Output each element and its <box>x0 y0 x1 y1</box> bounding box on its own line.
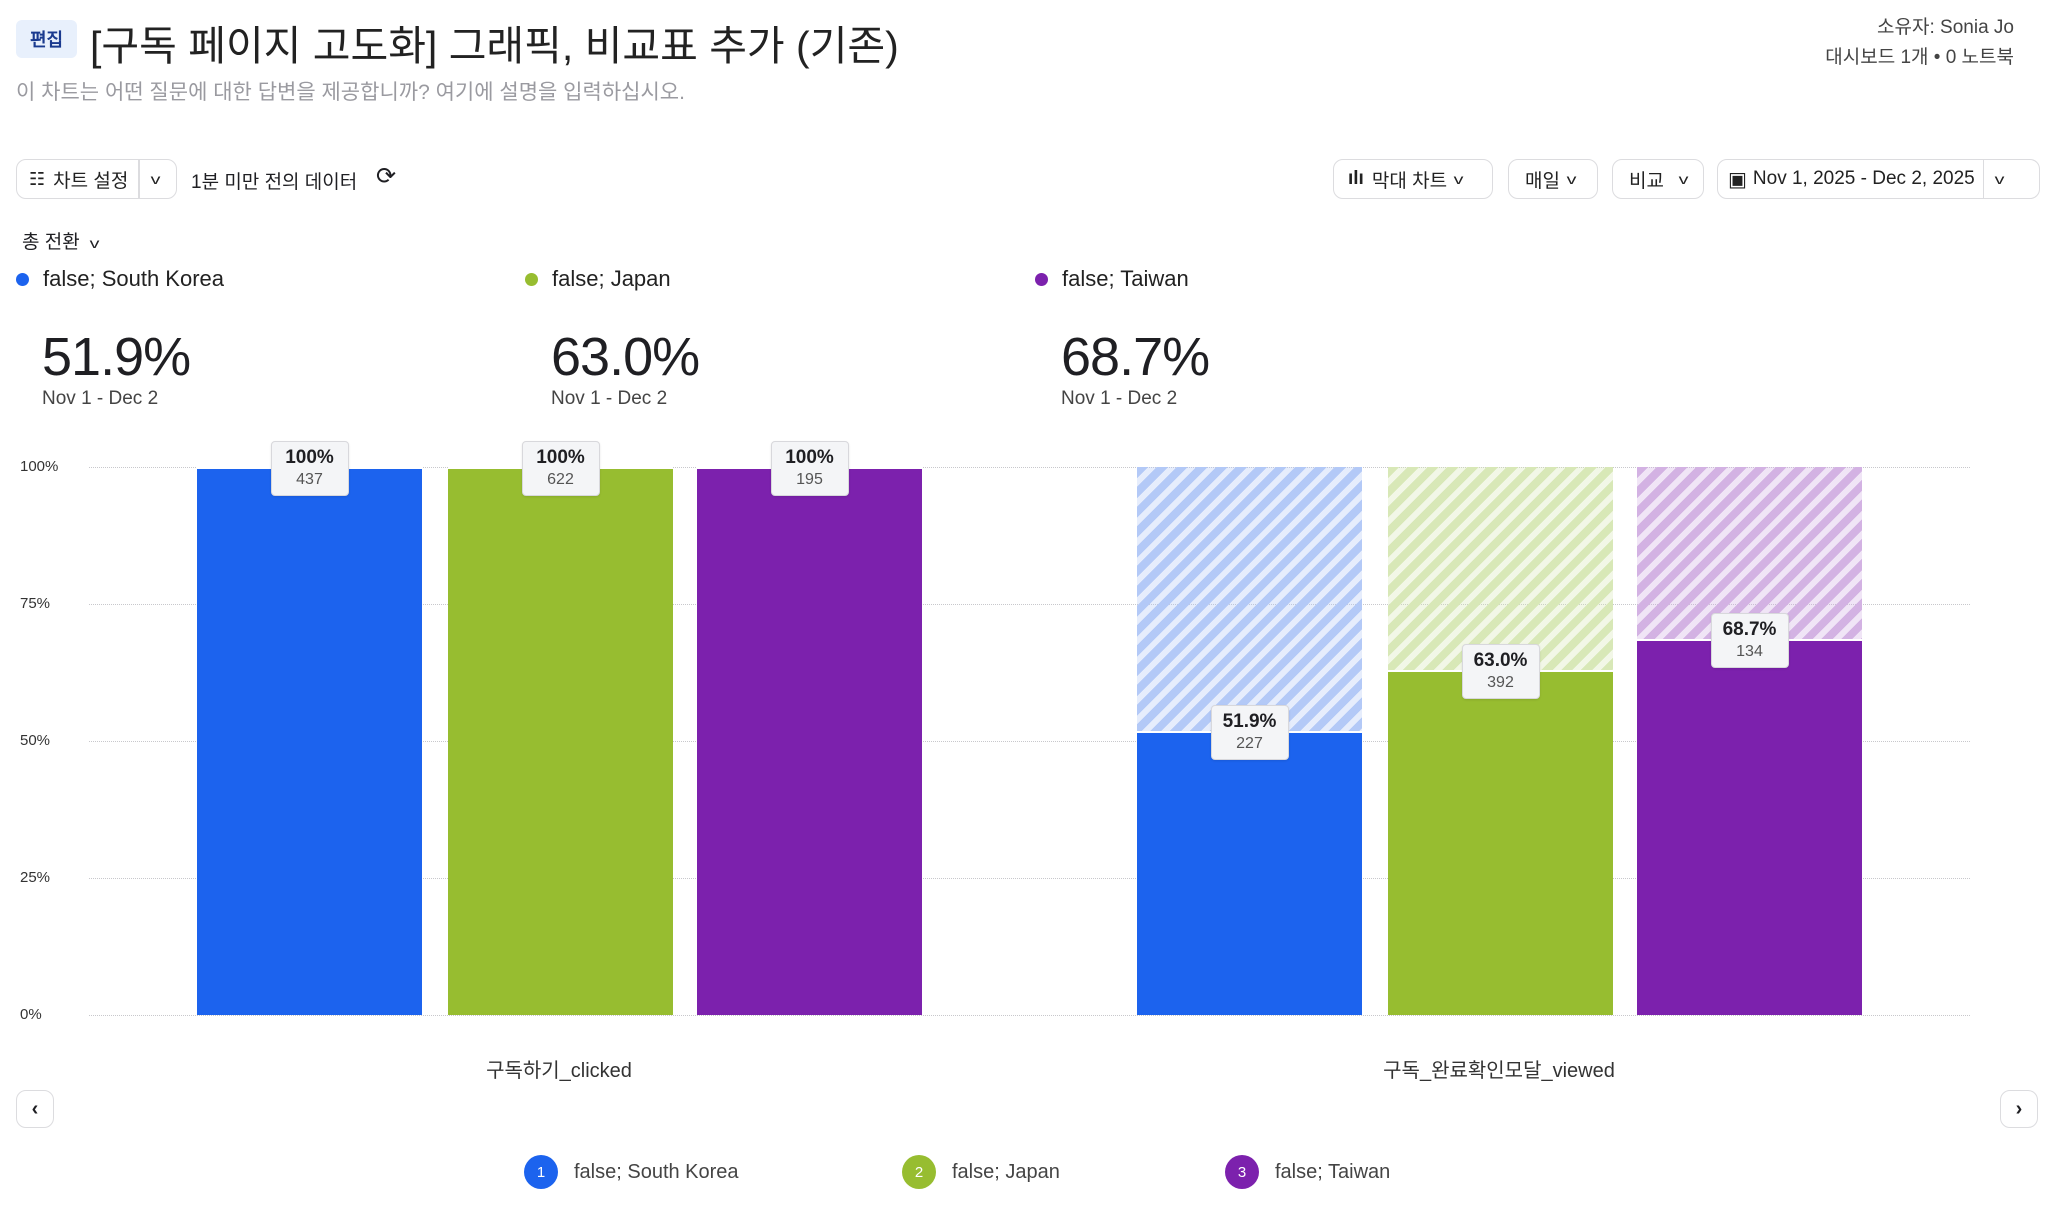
date-range-label: Nov 1, 2025 - Dec 2, 2025 <box>1752 168 1975 189</box>
bar-remainder[interactable] <box>1637 467 1862 639</box>
legend-number-icon: 2 <box>902 1155 936 1189</box>
legend-label: false; Taiwan <box>1275 1160 1391 1183</box>
data-label: 100% 437 <box>270 441 349 496</box>
prev-button[interactable]: ‹ <box>16 1090 54 1128</box>
data-label: 63.0% 392 <box>1461 643 1540 699</box>
bottom-legend-item[interactable]: 2 false; Japan <box>902 1155 1060 1189</box>
legend-label: false; South Korea <box>574 1160 739 1183</box>
bar-chart-icon: ılı <box>1348 168 1364 189</box>
legend-number-icon: 3 <box>1225 1155 1259 1189</box>
y-tick-label: 50% <box>20 732 51 749</box>
date-range-picker[interactable]: ▣ Nov 1, 2025 - Dec 2, 2025 v <box>1717 159 2040 199</box>
data-label-percent: 100% <box>536 447 585 468</box>
data-label: 100% 195 <box>770 441 849 496</box>
bar[interactable] <box>448 467 673 1015</box>
page-title[interactable]: [구독 페이지 고도화] 그래픽, 비교표 추가 (기존) <box>90 23 899 69</box>
data-label-count: 392 <box>1487 673 1514 691</box>
data-label: 100% 622 <box>521 441 600 496</box>
data-label: 51.9% 227 <box>1210 704 1289 760</box>
y-tick-label: 25% <box>20 869 51 886</box>
bar[interactable] <box>1637 638 1862 1015</box>
description-input[interactable]: 이 차트는 어떤 질문에 대한 답변을 제공합니까? 여기에 설명을 입력하십시… <box>16 81 685 104</box>
legend-number-icon: 1 <box>524 1155 558 1189</box>
data-label-percent: 100% <box>785 447 834 468</box>
data-label-count: 195 <box>796 471 823 488</box>
summary-value: 63.0% <box>551 327 700 387</box>
calendar-icon: ▣ <box>1728 168 1747 191</box>
data-label-count: 134 <box>1736 642 1763 660</box>
summary-value: 51.9% <box>42 327 191 387</box>
data-label-count: 437 <box>296 471 323 488</box>
y-tick-label: 75% <box>20 595 51 612</box>
data-label-percent: 51.9% <box>1222 710 1277 732</box>
gridline <box>89 878 1970 879</box>
chevron-down-icon: v <box>1453 171 1464 187</box>
gridline <box>89 1015 1970 1016</box>
chevron-left-icon: ‹ <box>31 1097 39 1120</box>
legend-label: false; South Korea <box>43 266 225 291</box>
chart-type-label: 막대 차트 <box>1371 170 1448 192</box>
summary-range: Nov 1 - Dec 2 <box>42 388 159 409</box>
gridline <box>89 467 1970 468</box>
legend-item[interactable]: false; Japan <box>525 266 671 292</box>
chevron-down-icon: v <box>1678 171 1689 187</box>
data-label-count: 227 <box>1236 734 1263 752</box>
summary-range: Nov 1 - Dec 2 <box>1061 388 1178 409</box>
data-label-percent: 68.7% <box>1722 618 1777 640</box>
metric-selector[interactable]: 총 전환 v <box>22 227 100 254</box>
y-tick-label: 100% <box>20 458 59 475</box>
y-tick-label: 0% <box>20 1006 42 1023</box>
data-label: 68.7% 134 <box>1710 612 1789 668</box>
metric-label: 총 전환 <box>22 232 80 253</box>
gridline <box>89 604 1970 605</box>
usage: 대시보드 1개 • 0 노트북 <box>1825 47 2014 68</box>
refresh-icon[interactable]: ⟳ <box>376 163 397 190</box>
category-label: 구독_완료확인모달_viewed <box>1383 1060 1615 1082</box>
category-label: 구독하기_clicked <box>486 1060 632 1082</box>
chevron-right-icon: › <box>2015 1097 2023 1120</box>
next-button[interactable]: › <box>2000 1090 2038 1128</box>
legend-dot-icon <box>1035 272 1048 286</box>
legend-label: false; Taiwan <box>1062 266 1189 291</box>
chevron-down-icon: v <box>1566 171 1577 187</box>
bar-remainder[interactable] <box>1388 467 1613 670</box>
bottom-legend-item[interactable]: 3 false; Taiwan <box>1225 1155 1390 1189</box>
chevron-down-icon[interactable]: v <box>1994 171 2005 187</box>
legend-label: false; Japan <box>552 266 671 291</box>
sliders-icon: ☷ <box>29 168 46 189</box>
interval-label: 매일 <box>1525 170 1560 192</box>
bar[interactable] <box>1388 669 1613 1015</box>
compare-label: 비교 <box>1629 170 1664 192</box>
summary-range: Nov 1 - Dec 2 <box>551 388 668 409</box>
bar[interactable] <box>197 467 422 1015</box>
owner-info: 소유자: Sonia Jo 대시보드 1개 • 0 노트북 <box>1825 13 2014 73</box>
data-label-count: 622 <box>547 471 574 488</box>
chevron-down-icon: v <box>89 235 100 251</box>
bar[interactable] <box>1137 730 1362 1015</box>
edit-badge[interactable]: 편집 <box>16 20 77 58</box>
summary-value: 68.7% <box>1061 327 1210 387</box>
legend-dot-icon <box>16 272 29 286</box>
bottom-legend-item[interactable]: 1 false; South Korea <box>524 1155 739 1189</box>
chart-settings-label: 차트 설정 <box>53 170 129 192</box>
chart-type-dropdown[interactable]: ılı 막대 차트 v <box>1333 159 1493 199</box>
compare-dropdown[interactable]: 비교 v <box>1612 159 1704 199</box>
data-label-percent: 100% <box>285 447 334 468</box>
legend-dot-icon <box>525 272 538 286</box>
legend-item[interactable]: false; Taiwan <box>1035 266 1189 292</box>
chart-settings-button[interactable]: ☷ 차트 설정 v <box>16 159 177 199</box>
bar[interactable] <box>697 467 922 1015</box>
legend-label: false; Japan <box>952 1160 1060 1183</box>
gridline <box>89 741 1970 742</box>
data-label-percent: 63.0% <box>1473 649 1528 671</box>
bar-remainder[interactable] <box>1137 467 1362 731</box>
legend-item[interactable]: false; South Korea <box>16 266 224 292</box>
chevron-down-icon[interactable]: v <box>150 171 161 187</box>
owner: 소유자: Sonia Jo <box>1877 17 2014 38</box>
data-freshness: 1분 미만 전의 데이터 <box>191 172 358 193</box>
interval-dropdown[interactable]: 매일 v <box>1508 159 1598 199</box>
